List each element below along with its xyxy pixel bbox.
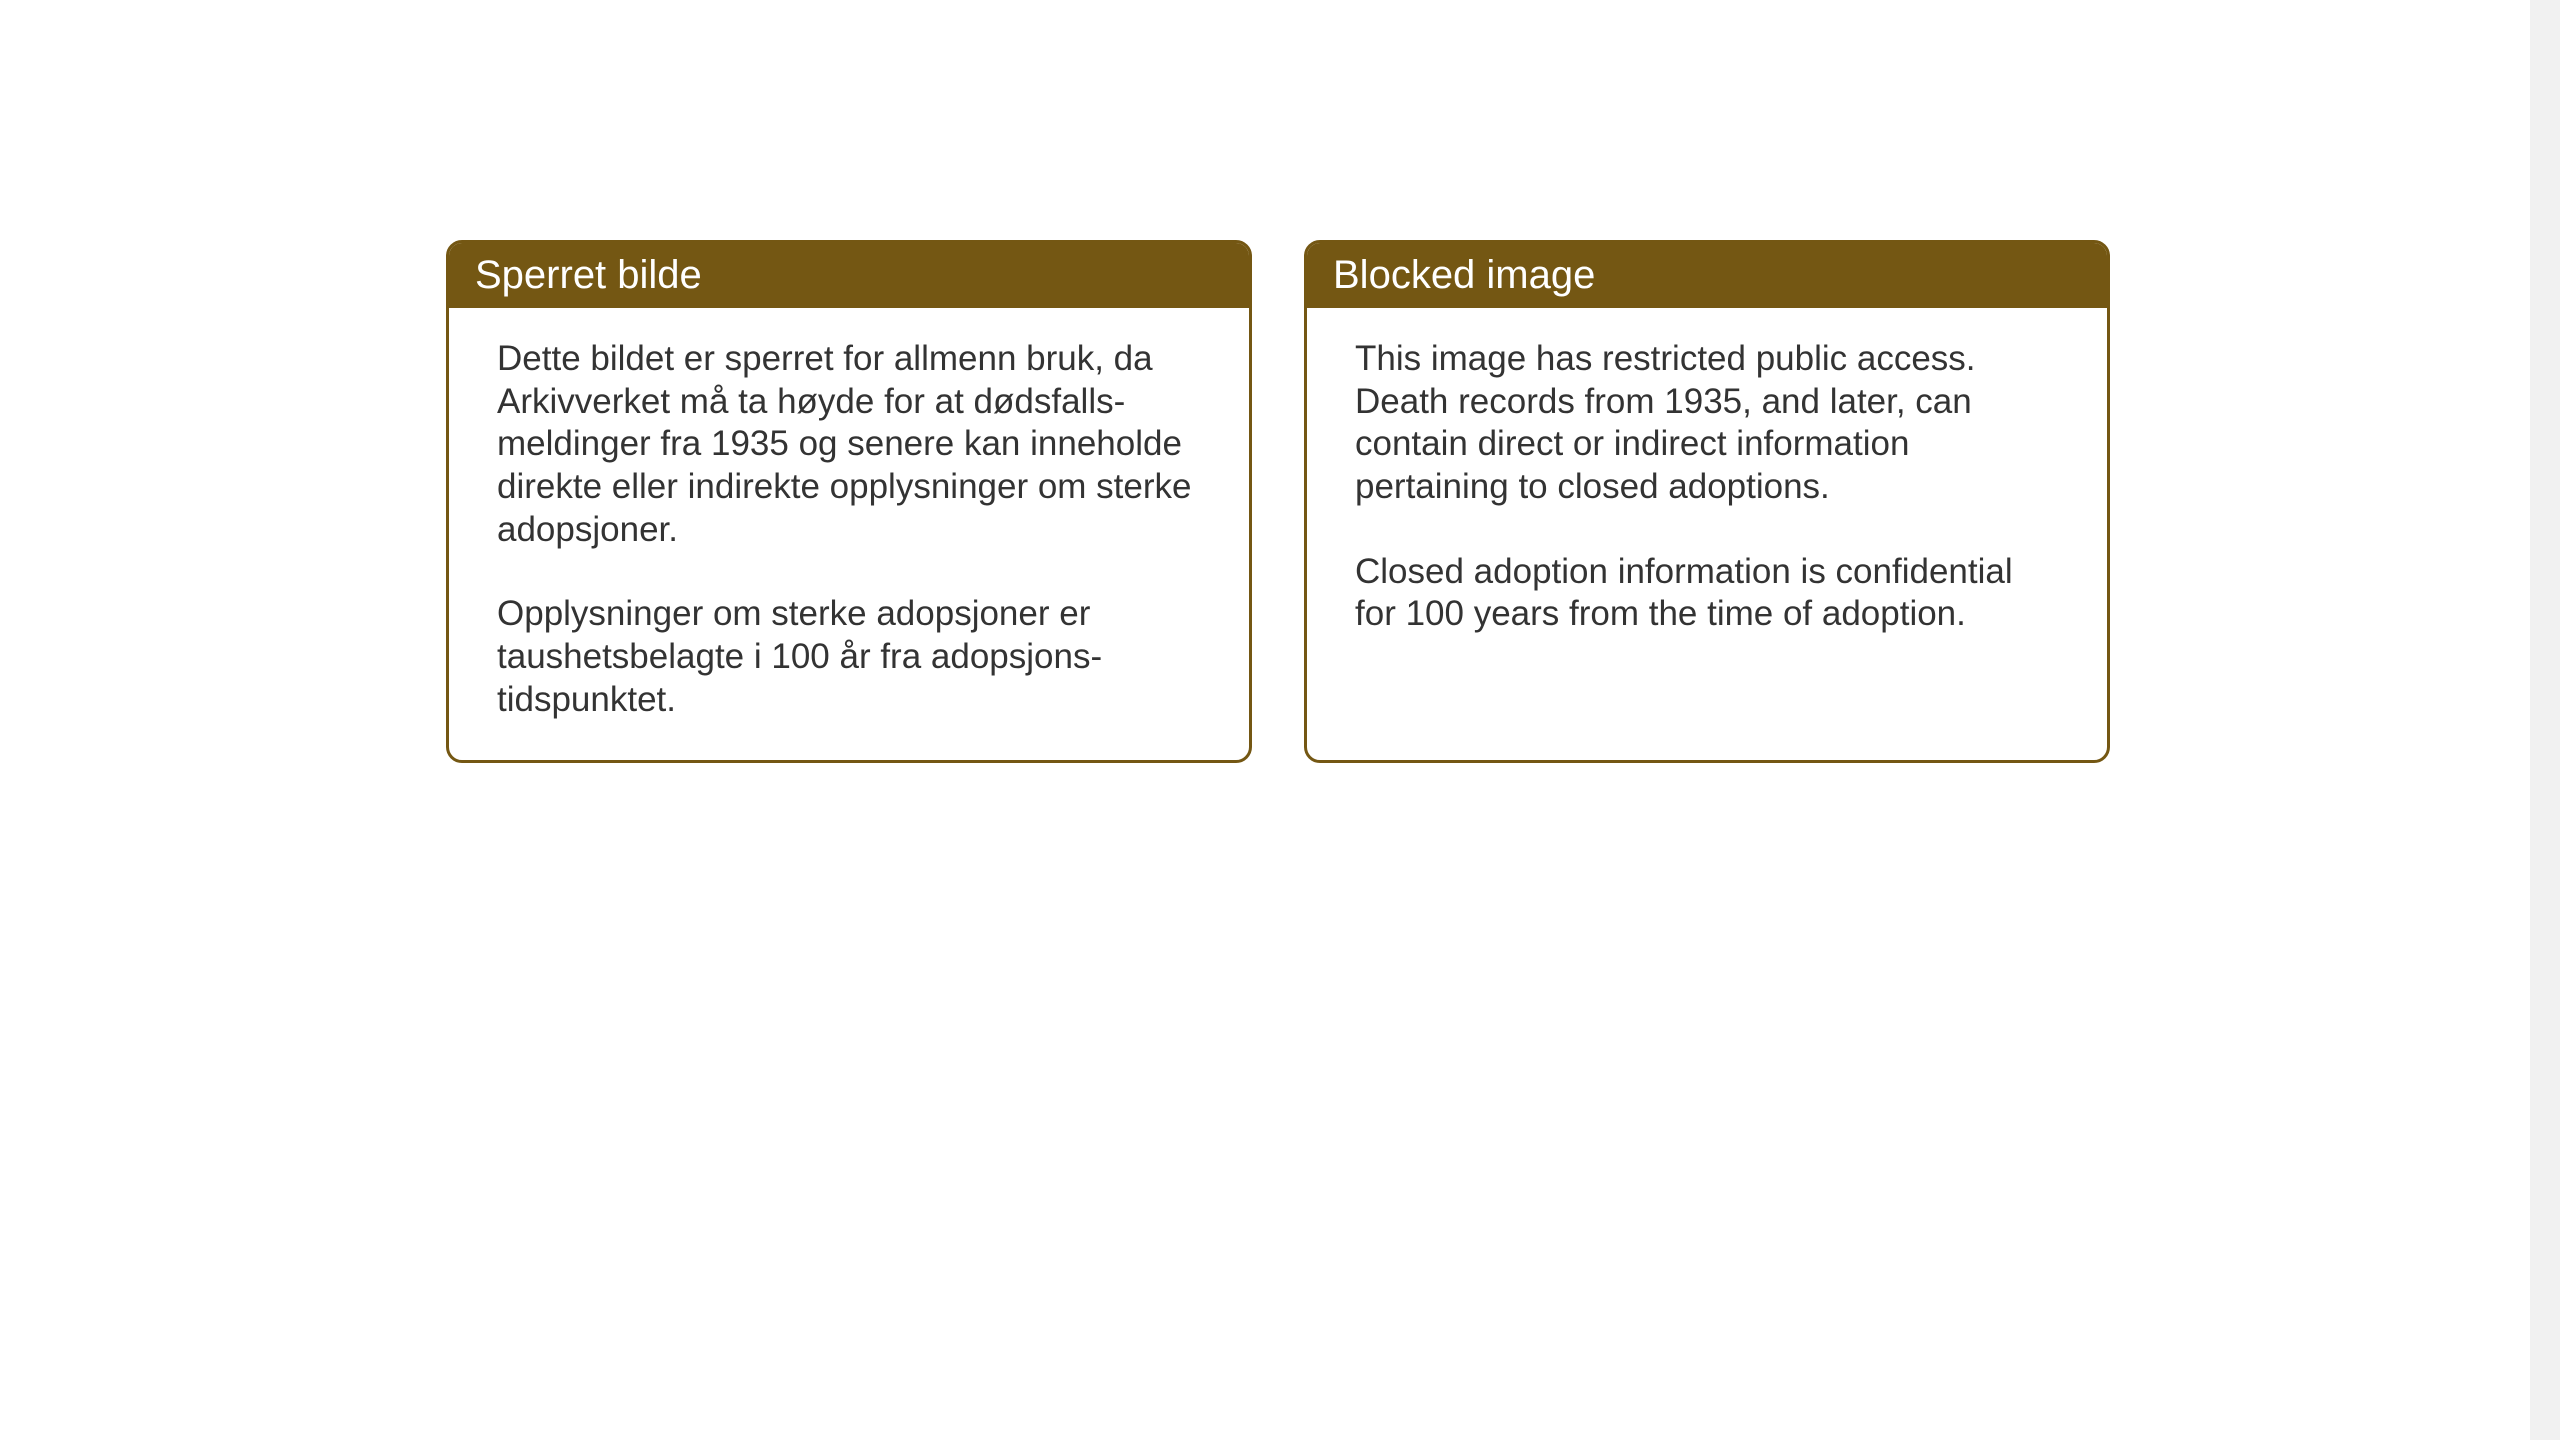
notice-card-english: Blocked image This image has restricted … [1304,240,2110,763]
card-header-norwegian: Sperret bilde [449,243,1249,308]
card-body-english: This image has restricted public access.… [1307,308,2107,674]
card-header-english: Blocked image [1307,243,2107,308]
card-title-english: Blocked image [1333,253,1595,297]
paragraph-2-english: Closed adoption information is confident… [1355,551,2059,636]
paragraph-1-english: This image has restricted public access.… [1355,338,2059,509]
notice-container: Sperret bilde Dette bildet er sperret fo… [446,240,2110,763]
scrollbar-track[interactable] [2530,0,2560,1440]
card-title-norwegian: Sperret bilde [475,253,702,297]
card-body-norwegian: Dette bildet er sperret for allmenn bruk… [449,308,1249,760]
paragraph-2-norwegian: Opplysninger om sterke adopsjoner er tau… [497,593,1201,721]
notice-card-norwegian: Sperret bilde Dette bildet er sperret fo… [446,240,1252,763]
paragraph-1-norwegian: Dette bildet er sperret for allmenn bruk… [497,338,1201,551]
